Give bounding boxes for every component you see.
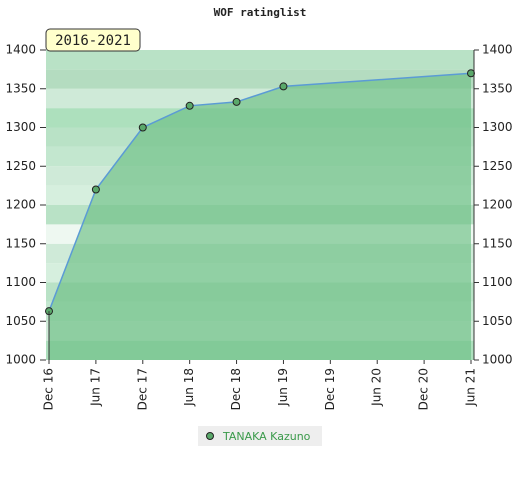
y2-tick-label: 1250 [482, 159, 513, 173]
y2-tick-label: 1050 [482, 314, 513, 328]
y2-tick-label: 1350 [482, 81, 513, 95]
x-tick-label: Jun 18 [182, 368, 196, 407]
period-label: 2016-2021 [55, 33, 131, 49]
point [138, 123, 147, 132]
band [46, 50, 474, 70]
y2-tick-label: 1400 [482, 43, 513, 57]
legend-label: TANAKA Kazuno [222, 430, 311, 443]
y2-tick-label: 1200 [482, 198, 513, 212]
point [467, 69, 475, 78]
x-tick-label: Dec 19 [323, 368, 337, 410]
y-tick-label: 1150 [5, 236, 36, 250]
area [49, 73, 471, 360]
y2-tick-label: 1000 [482, 353, 513, 367]
chart-title: WOF ratinglist [214, 6, 307, 19]
y2-tick-label: 1100 [482, 275, 513, 289]
y-tick-label: 1250 [5, 159, 36, 173]
point [91, 185, 100, 194]
y-tick-label: 1400 [5, 43, 36, 57]
point [185, 101, 194, 110]
y2-tick-label: 1300 [482, 120, 513, 134]
y-tick-label: 1050 [5, 314, 36, 328]
y-tick-label: 1200 [5, 198, 36, 212]
x-tick-label: Jun 21 [464, 368, 478, 407]
y-tick-label: 1300 [5, 120, 36, 134]
legend-marker [206, 432, 214, 440]
y-tick-label: 1350 [5, 81, 36, 95]
y-tick-label: 1000 [5, 353, 36, 367]
plot-area [46, 50, 474, 360]
x-tick-label: Jun 19 [276, 368, 290, 407]
x-tick-label: Jun 17 [88, 368, 102, 407]
point [279, 82, 288, 91]
x-tick-label: Dec 17 [135, 368, 149, 410]
x-tick-label: Jun 20 [370, 368, 384, 407]
y2-tick-label: 1150 [482, 236, 513, 250]
y-tick-label: 1100 [5, 275, 36, 289]
point [232, 97, 241, 106]
x-tick-label: Dec 20 [417, 368, 431, 410]
legend [198, 426, 322, 446]
x-tick-label: Dec 18 [229, 368, 243, 410]
x-tick-label: Dec 16 [42, 368, 56, 410]
period-box [45, 28, 141, 52]
